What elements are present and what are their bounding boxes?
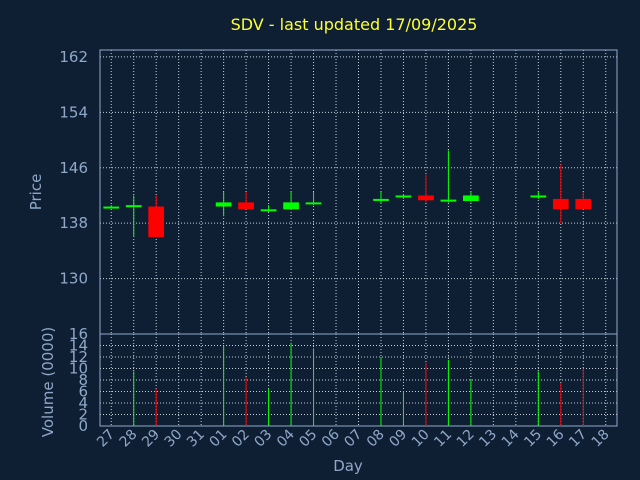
- volume-axis-label: Volume (0000): [39, 327, 57, 437]
- day-tick-label: 31: [184, 427, 208, 451]
- candle-body: [552, 198, 569, 210]
- volume-tick-label: 8: [78, 371, 88, 389]
- volume-tick-label: 12: [69, 348, 88, 366]
- volume-tick-label: 16: [69, 325, 88, 343]
- day-tick-label: 11: [431, 427, 455, 451]
- day-tick-label: 12: [454, 427, 478, 451]
- day-ticks: 2728293031010203040506070809101112131415…: [94, 426, 612, 450]
- candle-body: [418, 195, 434, 201]
- day-tick-label: 09: [386, 427, 410, 451]
- volume-tick-label: 6: [78, 383, 88, 401]
- price-tick-label: 162: [59, 48, 88, 66]
- volume-panel-frame: [99, 333, 618, 427]
- price-tick-label: 138: [59, 214, 88, 232]
- volume-tick-label: 4: [78, 394, 88, 412]
- day-axis-label: Day: [333, 457, 363, 475]
- candle-body: [575, 198, 592, 210]
- day-tick-label: 17: [566, 427, 590, 451]
- chart-title: SDV - last updated 17/09/2025: [231, 15, 478, 34]
- volume-tick-label: 10: [69, 360, 88, 378]
- day-tick-label: 10: [409, 427, 433, 451]
- candle-body: [103, 206, 120, 209]
- price-ticks: 130 138 146 154 162: [59, 48, 88, 288]
- day-tick-label: 01: [207, 427, 231, 451]
- day-tick-label: 04: [274, 426, 298, 450]
- day-tick-label: 28: [117, 427, 141, 451]
- candle-body: [530, 195, 547, 198]
- day-tick-label: 30: [162, 427, 186, 451]
- volume-bars: [133, 342, 584, 426]
- day-tick-label: 03: [251, 427, 275, 451]
- day-tick-label: 27: [94, 427, 118, 451]
- price-tick-label: 130: [59, 270, 88, 288]
- day-tick-label: 15: [521, 427, 545, 451]
- candle-body: [463, 195, 479, 202]
- day-tick-label: 05: [296, 427, 320, 451]
- grid: [100, 50, 617, 427]
- day-tick-label: 06: [319, 426, 343, 450]
- candle-body: [373, 198, 389, 201]
- candles: [103, 150, 592, 238]
- day-tick-label: 13: [476, 427, 500, 451]
- volume-tick-label: 2: [78, 406, 88, 424]
- price-tick-label: 146: [59, 159, 88, 177]
- day-tick-label: 18: [589, 427, 613, 451]
- price-tick-label: 154: [59, 103, 88, 121]
- volume-tick-label: 14: [69, 337, 88, 355]
- price-axis-label: Price: [27, 174, 45, 211]
- day-tick-label: 14: [499, 426, 523, 450]
- candle-body: [125, 205, 142, 208]
- candle-body: [283, 202, 299, 210]
- candle-body: [215, 202, 232, 207]
- candle-body: [440, 199, 457, 202]
- candle-body: [395, 195, 412, 198]
- day-tick-label: 02: [229, 427, 253, 451]
- volume-tick-label: 0: [78, 417, 88, 435]
- day-tick-label: 08: [364, 427, 388, 451]
- day-tick-label: 07: [341, 427, 365, 451]
- day-tick-label: 16: [544, 426, 568, 450]
- candle-body: [260, 209, 277, 212]
- day-tick-label: 29: [139, 427, 163, 451]
- candle-body: [238, 202, 254, 210]
- candle-body: [305, 202, 322, 205]
- candle-body: [148, 206, 165, 238]
- plot-frames: [99, 49, 618, 427]
